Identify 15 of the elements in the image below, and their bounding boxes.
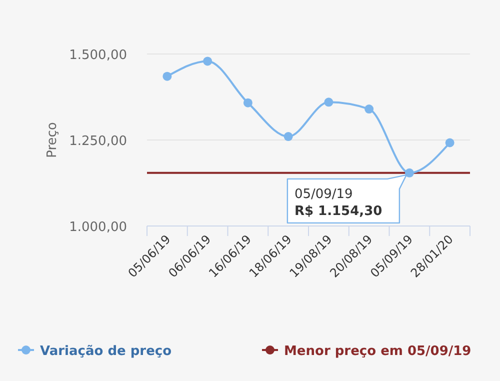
legend-label: Menor preço em 05/09/19 [284,344,472,359]
y-tick-label: 1.000,00 [69,220,127,235]
point [445,138,454,148]
point [324,98,334,107]
point [404,168,414,178]
point [284,132,293,142]
point [203,56,212,66]
annotation: 05/09/19 R$ 1.154,30 [294,186,382,219]
legend-label: Variação de preço [40,344,172,359]
y-tick-label: 1.250,00 [69,134,127,149]
point [243,98,252,108]
y-axis-title: Preço [45,122,60,158]
point [162,72,172,81]
y-tick-label: 1.500,00 [69,48,127,63]
point [364,104,374,114]
